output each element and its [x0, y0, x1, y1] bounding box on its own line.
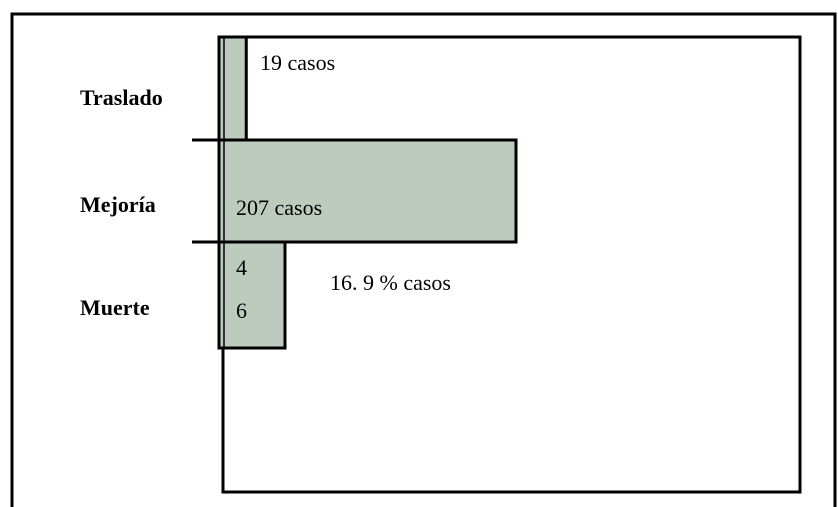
- category-label: Mejoría: [80, 192, 156, 217]
- category-label: Muerte: [80, 295, 150, 320]
- bar: [217, 35, 248, 142]
- outer-frame: [10, 12, 837, 507]
- bar: [217, 240, 287, 350]
- value-label: 19 casos: [260, 50, 335, 75]
- plot-frame: [221, 35, 802, 494]
- bar: [217, 138, 518, 244]
- value-label: 207 casos: [236, 195, 322, 220]
- annotation: 16. 9 % casos: [330, 270, 451, 295]
- category-label: Traslado: [80, 85, 163, 110]
